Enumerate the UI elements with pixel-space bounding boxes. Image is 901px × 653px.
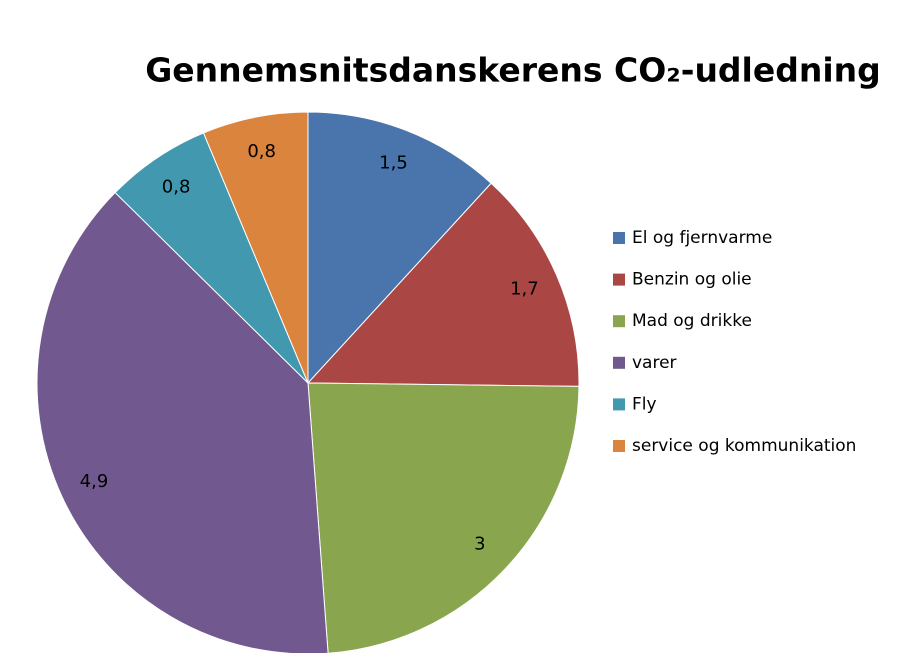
legend-swatch <box>613 356 625 369</box>
legend-label: El og fjernvarme <box>632 228 772 248</box>
data-label: 3 <box>474 533 485 554</box>
legend-swatch <box>613 273 625 286</box>
legend-label: Mad og drikke <box>632 311 752 331</box>
pie-slice <box>36 191 329 653</box>
data-label: 1,7 <box>510 278 539 299</box>
pie-slice <box>307 382 580 653</box>
pie-slice <box>202 111 309 384</box>
legend-label: service og kommunikation <box>632 436 856 456</box>
legend-swatch <box>613 232 625 244</box>
data-label: 1,5 <box>379 152 408 173</box>
legend-swatch <box>613 440 625 452</box>
legend-swatch <box>613 398 625 411</box>
legend-swatch <box>613 315 625 328</box>
data-label: 4,9 <box>80 471 109 492</box>
legend-label: Benzin og olie <box>632 270 752 290</box>
chart-title: Gennemsnitsdanskerens CO₂-udledning <box>145 51 881 90</box>
data-label: 0,8 <box>162 177 191 198</box>
data-label: 0,8 <box>247 141 276 162</box>
legend-label: varer <box>632 353 677 373</box>
pie-slice <box>307 111 492 385</box>
pie-slice <box>306 182 580 387</box>
legend-label: Fly <box>632 394 657 414</box>
